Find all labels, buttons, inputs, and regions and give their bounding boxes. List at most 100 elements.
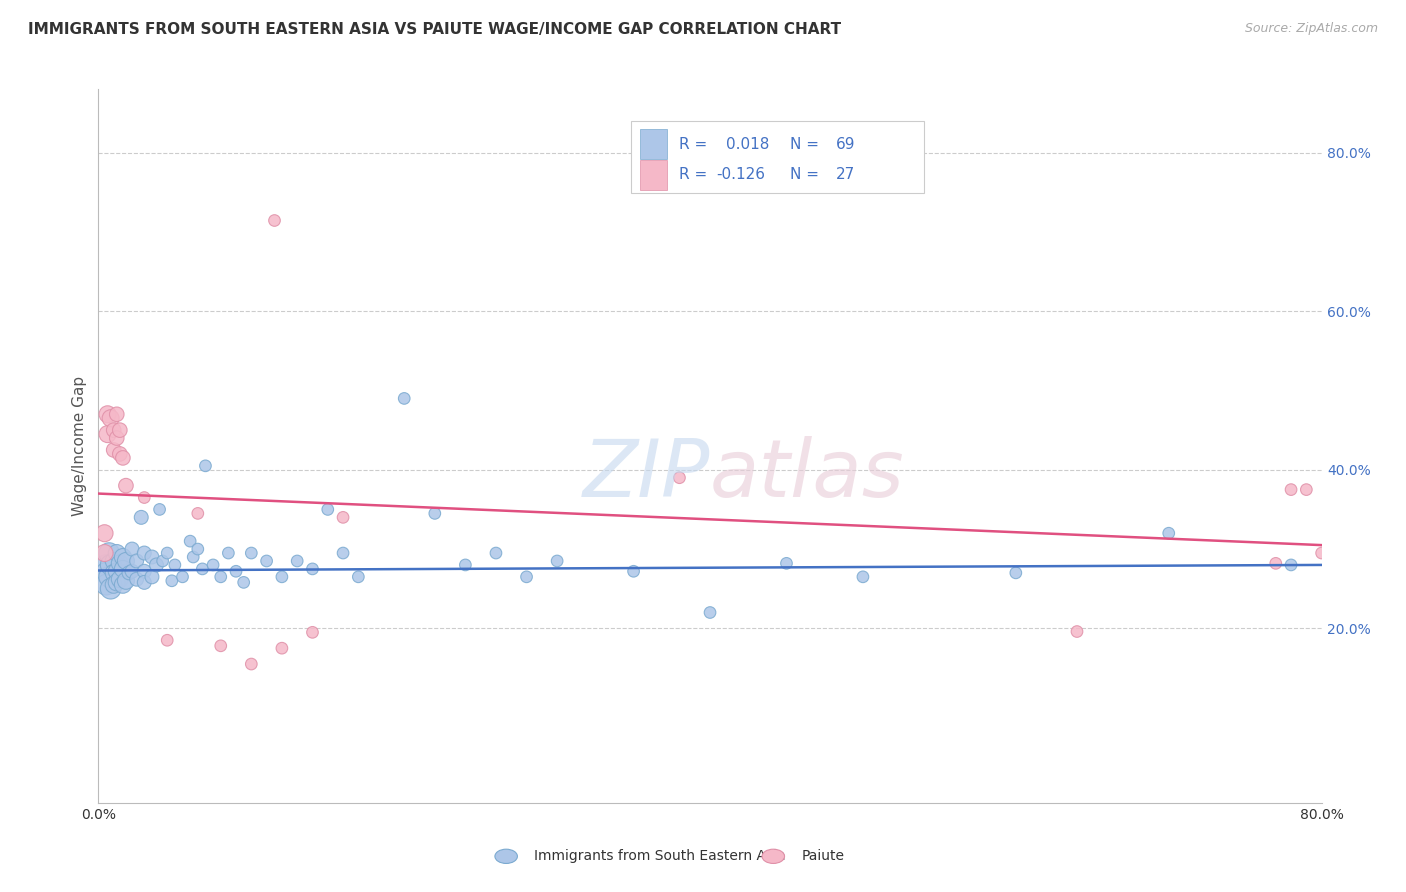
Point xyxy=(1264,557,1286,571)
Point xyxy=(93,526,115,541)
Text: Immigrants from South Eastern Asia: Immigrants from South Eastern Asia xyxy=(534,849,786,863)
Text: Source: ZipAtlas.com: Source: ZipAtlas.com xyxy=(1244,22,1378,36)
Point xyxy=(392,392,416,406)
Point xyxy=(187,542,209,557)
Point xyxy=(516,570,538,584)
Point xyxy=(111,562,134,576)
Point xyxy=(852,570,875,584)
Point xyxy=(1279,483,1302,497)
Point xyxy=(94,578,117,592)
Point xyxy=(149,502,172,516)
Point xyxy=(103,423,125,437)
Point xyxy=(256,554,278,568)
Point xyxy=(134,491,156,505)
Point xyxy=(191,562,214,576)
Point xyxy=(145,558,167,572)
Point xyxy=(1066,624,1088,639)
Point xyxy=(98,546,121,560)
Point xyxy=(103,554,125,568)
Point xyxy=(225,564,247,578)
Point xyxy=(94,558,117,572)
Point xyxy=(240,546,263,560)
Point xyxy=(134,575,156,590)
Point xyxy=(115,574,138,588)
Text: 69: 69 xyxy=(837,136,855,152)
Bar xyxy=(640,129,668,159)
Point xyxy=(103,578,125,592)
Text: -0.126: -0.126 xyxy=(716,168,765,182)
Point xyxy=(93,546,115,560)
Point xyxy=(775,557,797,571)
Point xyxy=(179,534,201,549)
Point xyxy=(108,572,131,586)
Text: R =: R = xyxy=(679,136,713,152)
Point xyxy=(100,582,122,596)
Text: R =: R = xyxy=(679,168,713,182)
Text: 27: 27 xyxy=(837,168,855,182)
Point xyxy=(121,542,143,557)
Point xyxy=(134,564,156,578)
Point xyxy=(103,442,125,457)
Point xyxy=(152,554,174,568)
Bar xyxy=(640,160,668,190)
Point xyxy=(115,478,138,492)
Point xyxy=(270,641,292,656)
Point xyxy=(103,566,125,580)
Point xyxy=(454,558,477,572)
Point xyxy=(163,558,186,572)
Point xyxy=(105,407,128,421)
Text: N =: N = xyxy=(790,136,824,152)
Point xyxy=(1157,526,1180,541)
Point xyxy=(115,554,138,568)
Point xyxy=(668,471,690,485)
Point xyxy=(108,423,131,437)
Y-axis label: Wage/Income Gap: Wage/Income Gap xyxy=(72,376,87,516)
Point xyxy=(217,546,239,560)
Text: IMMIGRANTS FROM SOUTH EASTERN ASIA VS PAIUTE WAGE/INCOME GAP CORRELATION CHART: IMMIGRANTS FROM SOUTH EASTERN ASIA VS PA… xyxy=(28,22,841,37)
Point xyxy=(194,458,217,473)
Point xyxy=(156,633,179,648)
Text: 0.018: 0.018 xyxy=(725,136,769,152)
Point xyxy=(332,510,354,524)
Point xyxy=(141,549,163,564)
Point xyxy=(108,557,131,571)
Point xyxy=(232,575,254,590)
Point xyxy=(209,639,232,653)
Point xyxy=(129,510,152,524)
Point xyxy=(699,606,721,620)
Point xyxy=(97,407,120,421)
FancyBboxPatch shape xyxy=(630,121,924,193)
Point xyxy=(270,570,292,584)
Point xyxy=(121,564,143,578)
Point xyxy=(209,570,232,584)
Point xyxy=(156,546,179,560)
Point xyxy=(263,213,285,227)
Point xyxy=(285,554,308,568)
Point xyxy=(623,564,645,578)
Point xyxy=(108,447,131,461)
Point xyxy=(485,546,508,560)
Point xyxy=(111,450,134,465)
Point xyxy=(160,574,183,588)
Point xyxy=(105,431,128,445)
Point xyxy=(1295,483,1317,497)
Point xyxy=(187,507,209,521)
Point xyxy=(172,570,194,584)
Point xyxy=(111,549,134,564)
Point xyxy=(105,575,128,590)
Text: atlas: atlas xyxy=(710,435,905,514)
Text: ZIP: ZIP xyxy=(582,435,710,514)
Point xyxy=(134,546,156,560)
Point xyxy=(546,554,568,568)
Point xyxy=(332,546,354,560)
Point xyxy=(105,564,128,578)
Point xyxy=(1004,566,1026,580)
Point xyxy=(100,411,122,425)
Point xyxy=(202,558,225,572)
Point xyxy=(301,625,323,640)
Point xyxy=(98,570,121,584)
Point xyxy=(1279,558,1302,572)
Point xyxy=(118,566,141,580)
Point xyxy=(316,502,339,516)
Point xyxy=(1310,546,1333,560)
